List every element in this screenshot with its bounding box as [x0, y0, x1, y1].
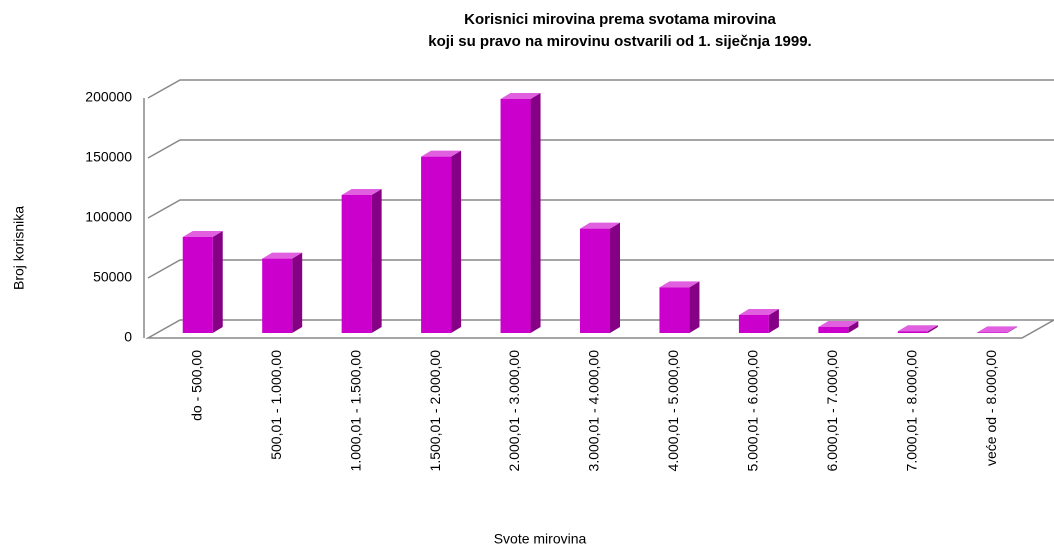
x-tick-label: 7.000,01 - 8.000,00	[904, 350, 920, 472]
bar-face	[689, 281, 700, 333]
bar-face	[768, 309, 779, 333]
chart-title: Korisnici mirovina prema svotama mirovin…	[464, 11, 776, 28]
bar	[818, 321, 859, 333]
bar	[738, 309, 779, 333]
bar-face	[977, 326, 1018, 333]
bar-face	[818, 327, 849, 333]
x-axis-title: Svote mirovina	[494, 531, 587, 547]
x-tick-label: 1.500,01 - 2.000,00	[427, 350, 443, 472]
bar	[262, 252, 303, 333]
bar	[421, 150, 462, 333]
bar-face	[897, 331, 928, 333]
bar-face	[580, 222, 620, 229]
grid-line	[147, 199, 1054, 219]
x-tick-label: 4.000,01 - 5.000,00	[665, 350, 681, 472]
bar-face	[897, 325, 938, 332]
x-tick-label: do - 500,00	[188, 350, 204, 421]
y-tick-label: 100000	[85, 209, 132, 225]
bar-face	[659, 287, 690, 333]
y-tick-label: 150000	[85, 149, 132, 165]
bar-face	[500, 93, 541, 99]
bar-face	[530, 93, 541, 333]
bar-face	[818, 321, 859, 327]
bar-face	[182, 231, 223, 237]
bar	[897, 325, 938, 333]
bar-face	[421, 150, 462, 157]
grid-line	[147, 79, 1054, 99]
x-tick-label: 6.000,01 - 7.000,00	[824, 350, 840, 472]
grid-line	[147, 259, 1054, 279]
bar-face	[292, 252, 303, 333]
bar	[341, 189, 382, 333]
bar	[500, 93, 541, 333]
y-tick-label: 0	[124, 329, 132, 345]
bar-face	[262, 258, 293, 333]
bar-face	[977, 332, 1008, 333]
chart-title: koji su pravo na mirovinu ostvarili od 1…	[428, 33, 811, 50]
bar-face	[341, 189, 382, 195]
bar-face	[262, 252, 303, 259]
bar-face	[500, 99, 531, 333]
y-tick-label: 50000	[93, 269, 132, 285]
bar-face	[341, 195, 372, 333]
x-tick-label: 500,01 - 1.000,00	[268, 350, 284, 460]
bar	[659, 281, 700, 333]
y-tick-label: 200000	[85, 89, 132, 105]
bar-face	[659, 281, 700, 288]
bar-face	[451, 150, 462, 333]
bar-face	[580, 228, 610, 333]
bar	[580, 222, 620, 333]
grid-line	[145, 319, 1054, 339]
bar-face	[738, 315, 769, 333]
x-tick-label: 3.000,01 - 4.000,00	[586, 350, 602, 472]
bar	[977, 326, 1018, 333]
bar-face	[1007, 326, 1018, 333]
bar-face	[371, 189, 382, 333]
x-tick-label: 2.000,01 - 3.000,00	[506, 350, 522, 472]
bar-face	[212, 231, 223, 333]
grid-line	[147, 139, 1054, 159]
bar-face	[848, 321, 859, 333]
bar-face	[927, 325, 938, 333]
bar-face	[182, 237, 213, 333]
x-tick-label: veće od - 8.000,00	[983, 350, 999, 466]
x-tick-label: 5.000,01 - 6.000,00	[745, 350, 761, 472]
bar-face	[610, 222, 620, 333]
x-tick-label: 1.000,01 - 1.500,00	[347, 350, 363, 472]
bar	[182, 231, 223, 333]
y-axis-title: Broj korisnika	[11, 206, 27, 290]
bar-face	[421, 156, 452, 333]
bar-face	[738, 309, 779, 315]
